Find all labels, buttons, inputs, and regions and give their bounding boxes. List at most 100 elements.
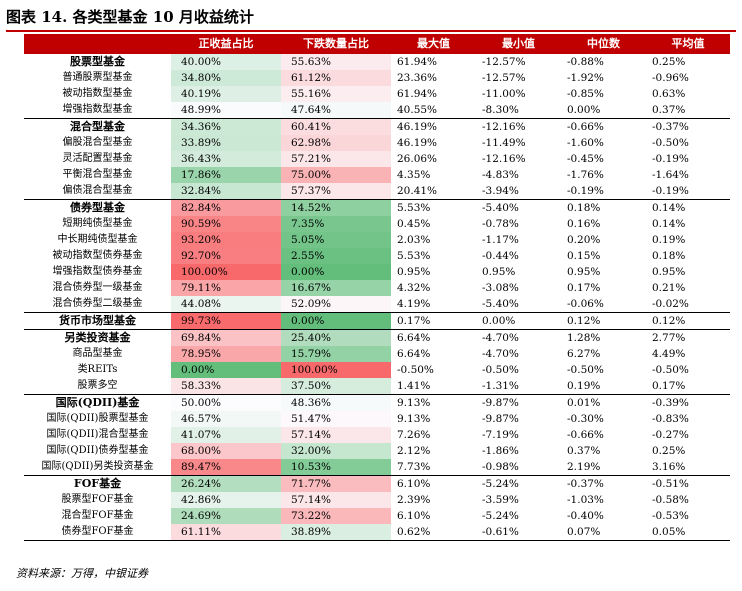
decline-ratio-cell: 47.64% <box>281 102 391 119</box>
decline-ratio-cell: 60.41% <box>281 118 391 135</box>
table-row: 增强指数型基金 48.99% 47.64% 40.55% -8.30% 0.00% 0.37… <box>24 102 730 119</box>
mean-cell: 0.21% <box>652 282 686 294</box>
mean-cell: -0.96% <box>652 72 689 84</box>
decline-ratio-cell: 5.05% <box>281 232 391 248</box>
fund-name-cell: 股票型FOF基金 <box>61 494 134 505</box>
median-cell: -0.19% <box>567 185 604 197</box>
min-cell: -5.24% <box>476 475 561 492</box>
median-cell: 0.95% <box>567 266 601 278</box>
max-cell: 4.19% <box>397 298 431 310</box>
fund-name-cell: 普通股票型基金 <box>62 72 133 83</box>
fund-name-cell: 混合型基金 <box>24 118 171 135</box>
table-row: 混合型FOF基金 24.69% 73.22% 6.10% -5.24% -0.40% -0.… <box>24 508 730 524</box>
header-max: 最大值 <box>391 34 476 54</box>
median-cell: 0.07% <box>561 524 646 541</box>
mean-cell: 0.14% <box>646 199 730 216</box>
mean-cell: 0.17% <box>652 380 686 392</box>
min-cell: -1.86% <box>482 445 519 457</box>
mean-cell: 3.16% <box>652 461 686 473</box>
median-cell: 0.15% <box>567 250 601 262</box>
median-cell: -0.06% <box>567 298 604 310</box>
min-cell: -9.87% <box>476 394 561 411</box>
fund-name-cell: 国际(QDII)混合型基金 <box>46 429 149 440</box>
decline-ratio-cell: 57.21% <box>281 151 391 167</box>
mean-cell: -0.37% <box>646 118 730 135</box>
table-row: 普通股票型基金 34.80% 61.12% 23.36% -12.57% -1.92% -0… <box>24 70 730 86</box>
category-row: 混合型基金 34.36% 60.41% 46.19% -12.16% -0.66% -0.3… <box>24 118 730 135</box>
positive-ratio-cell: 99.73% <box>171 312 281 330</box>
max-cell: 2.39% <box>397 494 431 506</box>
table-row: 增强指数型债券基金 100.00% 0.00% 0.95% 0.95% 0.95% 0.95… <box>24 264 730 280</box>
positive-ratio-cell: 89.47% <box>171 459 281 476</box>
max-cell: 4.35% <box>397 169 431 181</box>
max-cell: 6.10% <box>391 475 476 492</box>
fund-name-cell: 增强指数型债券基金 <box>52 266 143 277</box>
positive-ratio-cell: 36.43% <box>171 151 281 167</box>
table-row: 国际(QDII)债券型基金 68.00% 32.00% 2.12% -1.86% 0.37… <box>24 443 730 459</box>
min-cell: -8.30% <box>482 104 519 116</box>
decline-ratio-cell: 52.09% <box>281 296 391 313</box>
header-median: 中位数 <box>561 34 646 54</box>
median-cell: 0.00% <box>567 104 601 116</box>
max-cell: 5.53% <box>397 250 431 262</box>
positive-ratio-cell: 68.00% <box>171 443 281 459</box>
category-row: FOF基金 26.24% 71.77% 6.10% -5.24% -0.37% -0.51% <box>24 475 730 492</box>
positive-ratio-cell: 34.36% <box>171 118 281 135</box>
header-min: 最小值 <box>476 34 561 54</box>
mean-cell: -0.19% <box>652 153 689 165</box>
median-cell: 1.28% <box>561 329 646 346</box>
decline-ratio-cell: 48.36% <box>281 394 391 411</box>
positive-ratio-cell: 50.00% <box>171 394 281 411</box>
median-cell: -0.50% <box>567 364 604 376</box>
decline-ratio-cell: 37.50% <box>281 378 391 395</box>
fund-name-cell: 混合债券型一级基金 <box>52 282 143 293</box>
fund-name-cell: 类REITs <box>77 364 118 375</box>
header-mean: 平均值 <box>646 34 730 54</box>
min-cell: -0.98% <box>482 461 519 473</box>
max-cell: 40.55% <box>397 104 438 116</box>
mean-cell: 0.37% <box>652 104 686 116</box>
fund-name-cell: 混合债券型二级基金 <box>52 298 143 309</box>
max-cell: 0.95% <box>397 266 431 278</box>
table-row: 平衡混合型基金 17.86% 75.00% 4.35% -4.83% -1.76% -1.6… <box>24 167 730 183</box>
table-row: 被动指数型债券基金 92.70% 2.55% 5.53% -0.44% 0.15% 0.18… <box>24 248 730 264</box>
table-row: 股票多空 58.33% 37.50% 1.41% -1.31% 0.19% 0.17% <box>24 378 730 395</box>
min-cell: -5.40% <box>482 298 519 310</box>
decline-ratio-cell: 2.55% <box>281 248 391 264</box>
mean-cell: -0.50% <box>652 364 689 376</box>
mean-cell: 2.77% <box>646 329 730 346</box>
positive-ratio-cell: 100.00% <box>171 264 281 280</box>
max-cell: 2.12% <box>397 445 431 457</box>
figure-title: 图表 14. 各类型基金 10 月收益统计 <box>6 8 254 26</box>
min-cell: -3.08% <box>482 282 519 294</box>
fund-name-cell: 偏股混合型基金 <box>62 137 133 148</box>
positive-ratio-cell: 17.86% <box>171 167 281 183</box>
positive-ratio-cell: 41.07% <box>171 427 281 443</box>
header-positive-ratio: 正收益占比 <box>171 34 281 54</box>
fund-name-cell: 国际(QDII)基金 <box>24 394 171 411</box>
max-cell: 2.03% <box>397 234 431 246</box>
max-cell: 5.53% <box>391 199 476 216</box>
decline-ratio-cell: 57.14% <box>281 492 391 508</box>
table-row: 国际(QDII)股票型基金 46.57% 51.47% 9.13% -9.87% -0.3… <box>24 411 730 427</box>
min-cell: -5.40% <box>476 199 561 216</box>
positive-ratio-cell: 32.84% <box>171 183 281 200</box>
mean-cell: -0.53% <box>652 510 689 522</box>
mean-cell: -0.58% <box>652 494 689 506</box>
mean-cell: -0.02% <box>652 298 689 310</box>
median-cell: 2.19% <box>567 461 601 473</box>
max-cell: 23.36% <box>397 72 438 84</box>
positive-ratio-cell: 26.24% <box>171 475 281 492</box>
median-cell: -0.30% <box>567 413 604 425</box>
decline-ratio-cell: 25.40% <box>281 329 391 346</box>
max-cell: 0.17% <box>391 312 476 330</box>
mean-cell: 0.18% <box>652 250 686 262</box>
fund-name-cell: 平衡混合型基金 <box>62 169 133 180</box>
decline-ratio-cell: 57.37% <box>281 183 391 200</box>
table-row: 短期纯债型基金 90.59% 7.35% 0.45% -0.78% 0.16% 0.14% <box>24 216 730 232</box>
min-cell: -1.17% <box>482 234 519 246</box>
mean-cell: 0.25% <box>652 445 686 457</box>
decline-ratio-cell: 7.35% <box>281 216 391 232</box>
min-cell: -1.31% <box>482 380 519 392</box>
decline-ratio-cell: 0.00% <box>281 264 391 280</box>
